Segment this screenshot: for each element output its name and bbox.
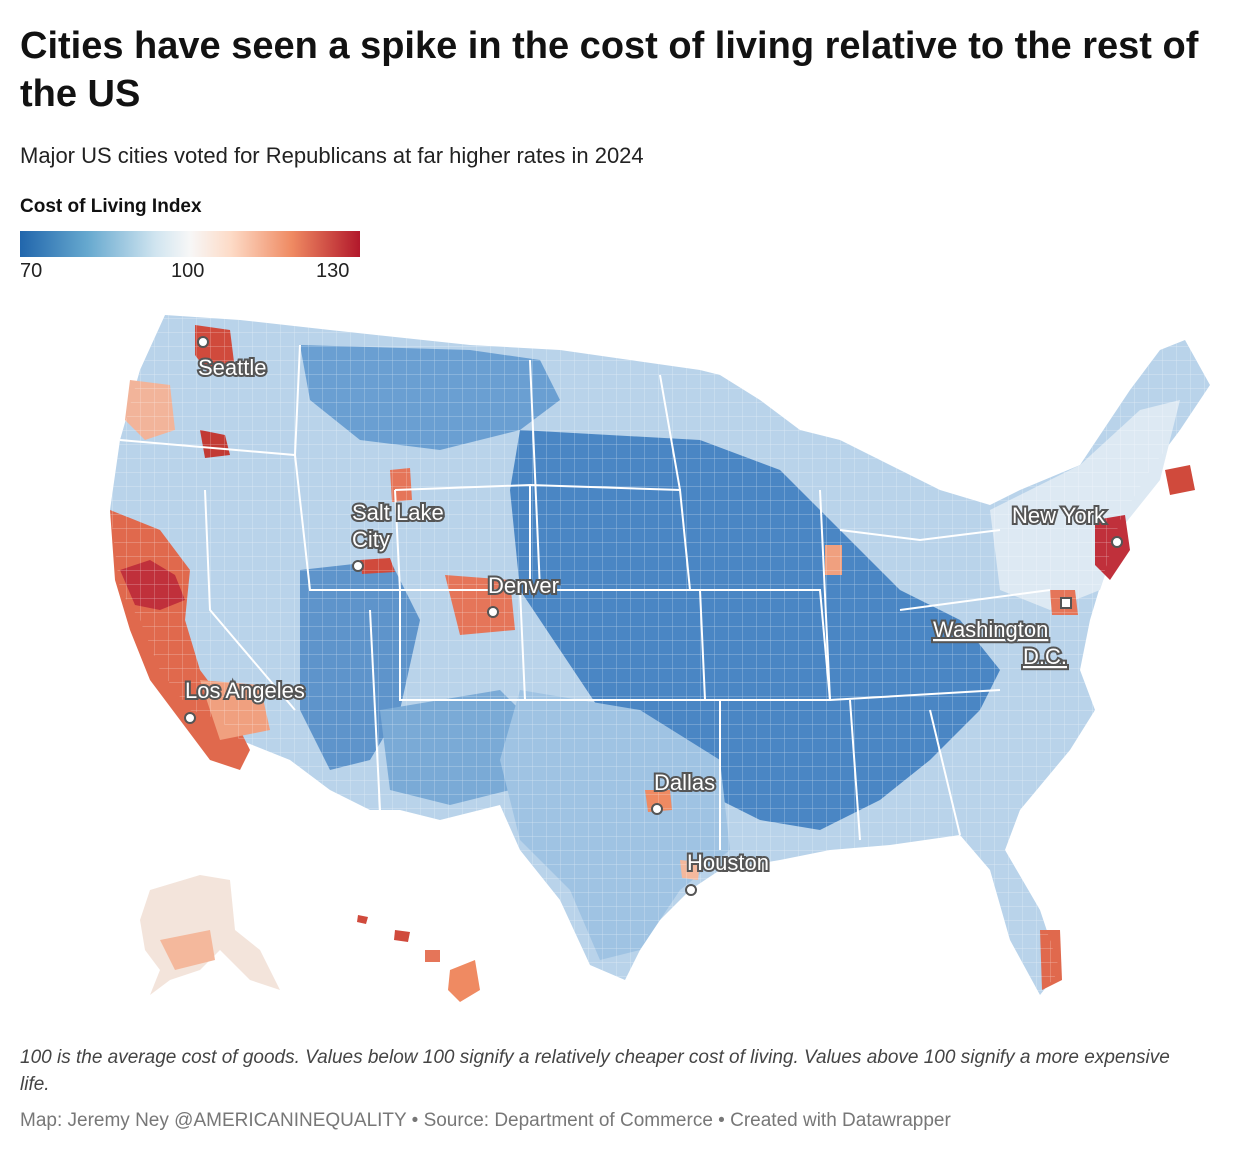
dallas-marker <box>651 803 663 815</box>
salt-lake-city-marker <box>352 560 364 572</box>
chart-footer: Map: Jeremy Ney @AMERICANINEQUALITY • So… <box>20 1110 951 1131</box>
city-label-new-york: New York <box>1012 503 1106 528</box>
chart-title: Cities have seen a spike in the cost of … <box>20 25 1199 115</box>
hawaii-kauai <box>357 915 368 924</box>
city-label-washington-dc[interactable]: Washington <box>931 615 1050 644</box>
city-markers <box>184 336 1123 896</box>
denver-marker <box>487 606 499 618</box>
new-york-marker <box>1111 536 1123 548</box>
seattle-marker <box>197 336 209 348</box>
washington-dc-marker <box>1060 597 1072 609</box>
city-label-denver: Denver <box>488 573 559 598</box>
city-label-salt-lake-city: Salt Lake <box>352 500 444 525</box>
county-boundaries-overlay <box>110 315 1210 995</box>
city-label-los-angeles: Los Angeles <box>185 678 305 703</box>
city-label-salt-lake-city-line2: City <box>352 527 390 552</box>
hawaii-maui <box>425 950 440 962</box>
hawaii-big-island <box>448 960 480 1002</box>
hawaii-oahu <box>394 930 410 942</box>
city-label-washington-dc-line2[interactable]: D.C. <box>1021 642 1069 671</box>
city-label-seattle: Seattle <box>198 355 267 380</box>
legend-min-label: 70 <box>20 260 43 282</box>
city-label-dallas: Dallas <box>654 770 715 795</box>
legend-max-label: 130 <box>316 260 350 282</box>
chart-notes: 100 is the average cost of goods. Values… <box>20 1047 1170 1095</box>
us-county-map: Seattle Salt Lake City Denver Los Angele… <box>0 290 1240 1030</box>
los-angeles-marker <box>184 712 196 724</box>
city-label-houston: Houston <box>687 850 769 875</box>
houston-marker <box>685 884 697 896</box>
legend-mid-label: 100 <box>171 260 205 282</box>
legend-color-scale <box>20 231 360 257</box>
state-boundaries <box>119 344 1051 850</box>
alaska-south-region <box>160 930 215 970</box>
legend-title: Cost of Living Index <box>20 196 202 217</box>
boston-high-cost-region <box>1165 465 1195 495</box>
chart-subtitle: Major US cities voted for Republicans at… <box>20 143 644 168</box>
